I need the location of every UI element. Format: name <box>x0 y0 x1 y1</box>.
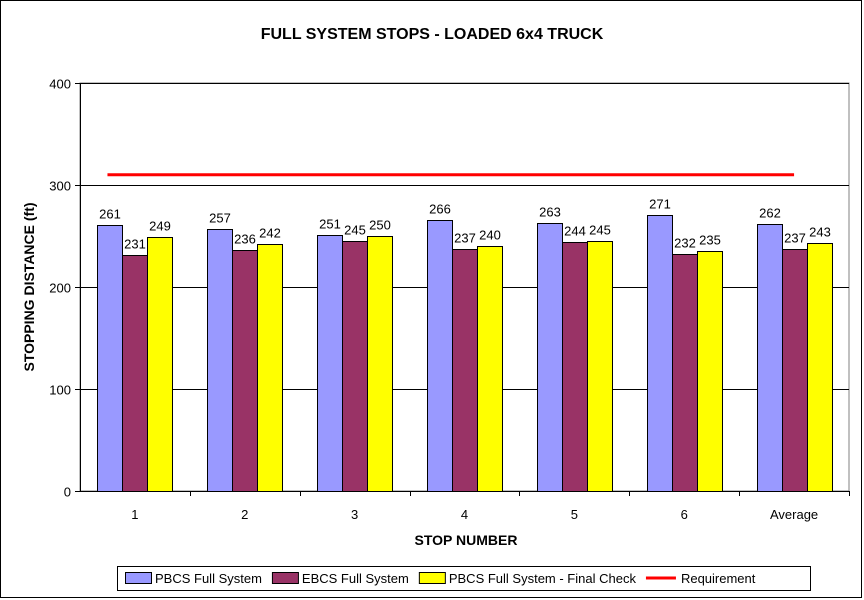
data-label: 250 <box>369 218 391 233</box>
bar <box>317 235 343 492</box>
bar <box>452 249 478 492</box>
legend-label: EBCS Full System <box>302 571 409 586</box>
bar <box>367 236 393 492</box>
bar <box>342 241 368 492</box>
legend-label: PBCS Full System - Final Check <box>449 571 637 586</box>
chart-title: FULL SYSTEM STOPS - LOADED 6x4 TRUCK <box>261 26 604 43</box>
bar <box>647 215 673 492</box>
data-label: 245 <box>589 223 611 238</box>
data-label: 232 <box>674 236 696 251</box>
data-label: 243 <box>809 225 831 240</box>
legend-label: Requirement <box>681 571 756 586</box>
bar <box>97 225 123 492</box>
bar <box>537 223 563 492</box>
data-label: 266 <box>429 202 451 217</box>
x-tick-label: 6 <box>681 507 688 522</box>
legend-label: PBCS Full System <box>155 571 262 586</box>
data-label: 261 <box>99 207 121 222</box>
data-label: 236 <box>234 232 256 247</box>
bar <box>562 242 588 492</box>
data-label: 251 <box>319 217 341 232</box>
bar <box>147 237 173 492</box>
legend-swatch <box>271 572 299 584</box>
bar <box>697 251 723 492</box>
x-tick-label: 4 <box>461 507 468 522</box>
x-axis-title: STOP NUMBER <box>415 532 518 548</box>
bar <box>782 249 808 492</box>
x-tick-label: 1 <box>131 507 138 522</box>
bar <box>232 250 258 492</box>
bar <box>672 254 698 492</box>
bar <box>477 246 503 492</box>
bar <box>757 224 783 492</box>
data-label: 235 <box>699 233 721 248</box>
legend-swatch <box>418 572 446 584</box>
x-tick-label: 5 <box>571 507 578 522</box>
data-label: 249 <box>149 219 171 234</box>
bar <box>257 244 283 492</box>
data-label: 237 <box>784 231 806 246</box>
y-tick-label: 400 <box>49 77 71 92</box>
data-label: 271 <box>649 197 671 212</box>
x-tick-label: 3 <box>351 507 358 522</box>
y-tick-label: 100 <box>49 383 71 398</box>
bar <box>427 220 453 492</box>
y-tick-label: 200 <box>49 281 71 296</box>
legend-swatch <box>125 572 152 584</box>
data-label: 244 <box>564 224 586 239</box>
data-label: 263 <box>539 205 561 220</box>
legend: PBCS Full System EBCS Full System PBCS Ful… <box>117 566 811 591</box>
y-tick-label: 0 <box>64 485 71 500</box>
data-label: 231 <box>124 237 146 252</box>
bar <box>807 243 833 492</box>
x-tick-label: 2 <box>241 507 248 522</box>
bar <box>122 255 148 492</box>
legend-box <box>117 566 811 591</box>
data-label: 240 <box>479 228 501 243</box>
y-axis-title: STOPPING DISTANCE (ft) <box>21 202 37 371</box>
bar <box>587 241 613 492</box>
data-label: 242 <box>259 226 281 241</box>
data-label: 245 <box>344 223 366 238</box>
data-label: 257 <box>209 211 231 226</box>
data-label: 262 <box>759 206 781 221</box>
x-tick-label: Average <box>770 507 818 522</box>
data-label: 237 <box>454 231 476 246</box>
bar <box>207 229 233 492</box>
y-tick-label: 300 <box>49 179 71 194</box>
